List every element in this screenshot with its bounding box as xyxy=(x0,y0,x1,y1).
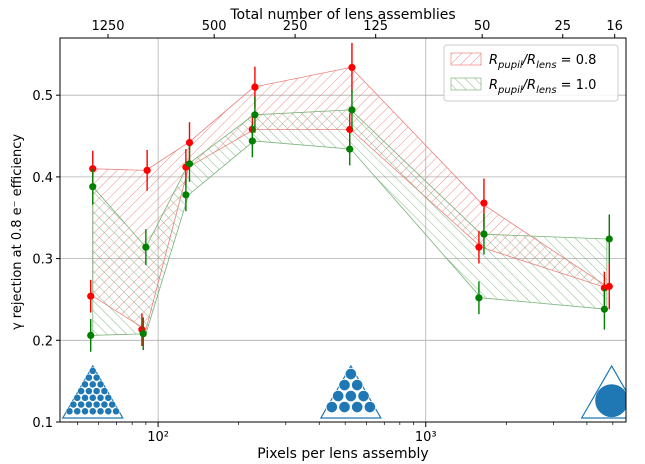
top-axis-label: Total number of lens assemblies xyxy=(229,7,455,23)
top-tick-label: 1250 xyxy=(91,19,124,34)
inset-circle xyxy=(357,389,370,403)
legend-swatch-red xyxy=(450,52,482,66)
top-tick-label: 250 xyxy=(283,19,308,34)
y-tick-label: 0.4 xyxy=(32,171,53,186)
inset-circle xyxy=(108,400,116,409)
inset-circle xyxy=(85,400,93,409)
inset-circle xyxy=(338,378,351,392)
inset-circle xyxy=(96,394,105,402)
data-points xyxy=(87,42,613,352)
legend-label-green: Rpupil/Rlens = 1.0 xyxy=(489,78,596,96)
inset-circle xyxy=(89,380,97,389)
legend: Rpupil/Rlens = 0.8 Rpupil/Rlens = 1.0 xyxy=(443,44,619,102)
inset-circle xyxy=(89,407,97,416)
inset-circle xyxy=(69,400,78,409)
inset-circle xyxy=(96,407,105,416)
y-tick-label: 0.1 xyxy=(32,416,53,431)
data-point-green xyxy=(182,191,190,199)
inset-circle xyxy=(96,380,105,389)
inset-circle xyxy=(100,387,109,395)
inset-circle xyxy=(351,378,364,392)
data-point-red xyxy=(475,243,483,251)
inset-circle xyxy=(338,400,351,414)
inset-circle xyxy=(77,387,85,395)
y-axis-label: γ rejection at 0.8 e⁻ efficiency xyxy=(10,134,25,330)
y-tick-label: 0.3 xyxy=(32,253,53,268)
x-axis-label: Pixels per lens assembly xyxy=(257,446,428,462)
data-point-red xyxy=(143,166,151,174)
inset-circle xyxy=(104,394,113,402)
inset-circle xyxy=(73,394,81,402)
inset-circle xyxy=(92,400,101,409)
ten-circle-triangle-icon xyxy=(319,364,382,419)
data-point-green xyxy=(348,106,356,114)
data-point-red xyxy=(348,63,356,72)
inset-circle xyxy=(65,407,74,416)
data-point-red xyxy=(480,199,488,207)
x-tick-label: 10² xyxy=(147,430,169,445)
y-tick-label: 0.5 xyxy=(32,89,53,104)
top-tick-label: 50 xyxy=(474,19,491,34)
data-point-green xyxy=(139,330,147,338)
single-circle-triangle-icon xyxy=(580,364,626,419)
inset-circle xyxy=(595,384,626,418)
top-tick-label: 16 xyxy=(606,19,623,34)
inset-circle xyxy=(81,394,89,402)
data-point-red xyxy=(87,292,95,300)
data-point-green xyxy=(346,145,354,153)
top-tick-label: 25 xyxy=(554,19,571,34)
inset-circle xyxy=(89,367,97,375)
data-point-green xyxy=(248,137,256,145)
data-point-green xyxy=(600,305,608,313)
inset-circle xyxy=(100,400,109,409)
data-point-green xyxy=(251,111,259,119)
data-point-red xyxy=(251,83,259,91)
data-point-green xyxy=(475,294,483,302)
data-point-green xyxy=(89,183,97,191)
y-tick-label: 0.2 xyxy=(32,334,53,349)
lens-insets xyxy=(61,364,626,419)
data-point-green xyxy=(480,230,488,238)
legend-box xyxy=(443,44,619,102)
inset-circle xyxy=(89,394,97,402)
data-point-red xyxy=(89,165,97,173)
inset-circle xyxy=(77,400,85,409)
inset-circle xyxy=(85,387,93,395)
data-point-green xyxy=(87,331,95,339)
inset-circle xyxy=(112,407,120,416)
axes: 0.1 0.2 0.3 0.4 0.5 10² 10³ 1250 500 250 125 50 25 16 xyxy=(32,19,623,445)
dense-hex-triangle-icon xyxy=(61,364,124,419)
inset-circle xyxy=(363,400,376,414)
legend-swatch-green xyxy=(450,77,482,91)
inset-circle xyxy=(92,373,101,382)
top-tick-label: 125 xyxy=(363,19,388,34)
legend-label-red: Rpupil/Rlens = 0.8 xyxy=(489,53,596,71)
inset-circle xyxy=(104,407,113,416)
x-tick-label: 10³ xyxy=(415,430,437,445)
inset-circle xyxy=(351,400,364,414)
inset-circle xyxy=(73,407,81,416)
plot-frame xyxy=(59,37,627,423)
data-point-red xyxy=(185,138,194,147)
inset-circle xyxy=(92,387,101,395)
inset-circle xyxy=(81,380,89,389)
inset-circle xyxy=(332,389,345,403)
inset-circle xyxy=(85,373,93,382)
inset-circle xyxy=(344,389,357,403)
inset-circle xyxy=(81,407,89,416)
inset-circle xyxy=(325,400,338,414)
data-point-green xyxy=(605,235,613,243)
data-point-red xyxy=(605,282,613,290)
data-point-green xyxy=(185,160,194,168)
inset-circle xyxy=(344,367,357,381)
top-tick-label: 500 xyxy=(202,19,227,34)
data-point-green xyxy=(142,243,150,251)
